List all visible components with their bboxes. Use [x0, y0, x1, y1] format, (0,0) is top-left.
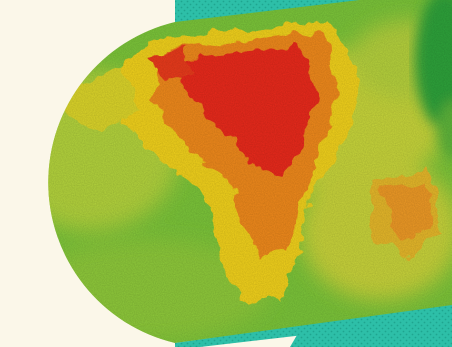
teal-banner-edge: [175, 305, 452, 347]
